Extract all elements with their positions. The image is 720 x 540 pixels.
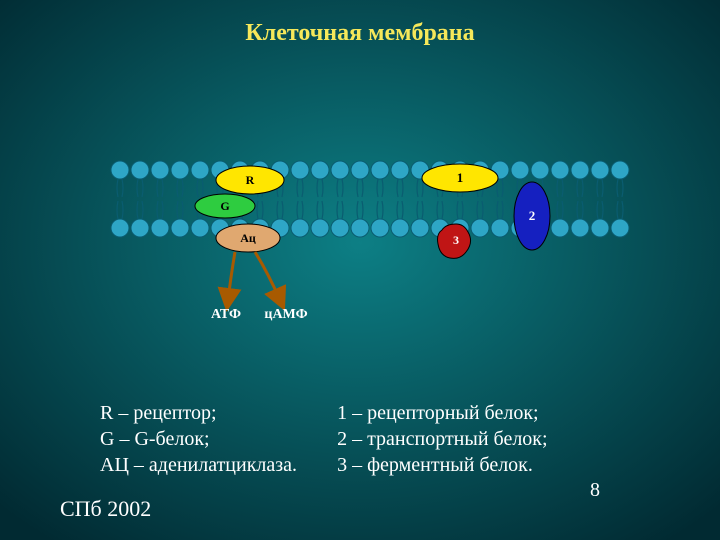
svg-text:2: 2 [529,208,536,223]
svg-text:R: R [246,173,255,187]
legend-left: R – рецептор; G – G-белок; АЦ – аденилат… [100,400,297,478]
legend-right-2: 3 – ферментный белок. [337,452,548,478]
svg-text:3: 3 [453,233,459,247]
protein-r: R [216,166,284,194]
atp-label: АТФ [211,307,241,322]
legend-left-0: R – рецептор; [100,400,297,426]
atp-arrows [228,252,280,300]
protein-ac: Ац [216,224,280,252]
lipid-bilayer-front [111,161,629,237]
legend-left-2: АЦ – аденилатциклаза. [100,452,297,478]
atp-labels: АТФ цАМФ [211,307,308,322]
legend: R – рецептор; G – G-белок; АЦ – аденилат… [100,400,548,478]
protein-p3: 3 [438,224,471,258]
svg-text:G: G [220,199,229,213]
legend-right: 1 – рецепторный белок; 2 – транспортный … [337,400,548,478]
protein-g: G [195,194,255,218]
legend-left-1: G – G-белок; [100,426,297,452]
slide: Клеточная мембрана 23АцGR1 АТФцАМФ R – р… [0,0,720,540]
legend-right-0: 1 – рецепторный белок; [337,400,548,426]
legend-right-1: 2 – транспортный белок; [337,426,548,452]
protein-p1: 1 [422,164,498,192]
svg-text:1: 1 [457,170,464,185]
protein-p2: 2 [514,182,550,250]
svg-text:Ац: Ац [240,231,256,245]
camp-label: цАМФ [264,307,307,322]
footer: СПб 2002 [60,496,151,522]
page-number: 8 [590,479,600,502]
